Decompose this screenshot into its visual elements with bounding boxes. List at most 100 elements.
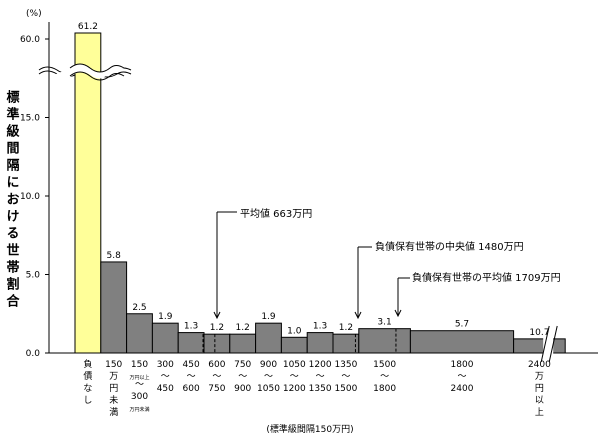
x-tick-label: 万円以上 — [129, 374, 149, 381]
x-tick-label: 1800 — [451, 360, 474, 370]
data-label: 10.7 — [529, 328, 549, 338]
bar — [409, 330, 515, 354]
data-label: 5.8 — [107, 251, 122, 261]
x-tick-label: ～ — [161, 372, 170, 382]
y-tick-label: 60.0 — [20, 35, 40, 45]
x-tick-label: 450 — [183, 360, 200, 370]
x-tick-label: ～ — [187, 372, 196, 382]
x-tick-label: 750 — [234, 360, 251, 370]
data-label: 1.2 — [236, 323, 250, 333]
y-tick-label: 10.0 — [20, 192, 40, 202]
x-tick-label: 1350 — [309, 384, 332, 394]
bar — [306, 332, 334, 354]
bar-break-gap — [51, 64, 124, 80]
data-label: 1.0 — [287, 326, 302, 336]
bar — [74, 32, 102, 354]
x-tick-label: 円 — [109, 383, 118, 394]
x-tick-label: 円 — [535, 383, 544, 394]
x-tick-label: 450 — [157, 384, 174, 394]
x-tick-label: 750 — [208, 384, 225, 394]
bar — [513, 338, 566, 354]
x-tick-label: な — [83, 383, 92, 394]
x-tick-label: 1800 — [373, 384, 396, 394]
x-tick-label: 600 — [183, 384, 200, 394]
x-tick-label: 万 — [109, 372, 118, 382]
bar — [332, 333, 360, 354]
bar-break-line — [69, 71, 125, 81]
data-label: 3.1 — [377, 318, 391, 328]
x-tick-label: 1500 — [373, 360, 396, 370]
x-tick-label: ～ — [341, 372, 350, 382]
y-tick-label: 15.0 — [20, 114, 40, 124]
bar — [100, 261, 128, 354]
bar — [358, 328, 411, 354]
x-tick-label: 以 — [535, 396, 544, 406]
bar — [126, 313, 153, 354]
annotation-median-debt: 負債保有世帯の中央値 1480万円 — [375, 240, 524, 253]
x-tick-label: 万 — [535, 372, 544, 382]
x-tick-label: 1200 — [309, 360, 332, 370]
bar-break-line — [69, 63, 125, 73]
data-label: 1.9 — [158, 312, 173, 322]
x-tick-label: 150 — [131, 360, 148, 370]
x-tick-label: 債 — [83, 370, 92, 382]
x-tick-label: 万円未満 — [129, 406, 149, 413]
bar — [203, 333, 231, 354]
data-label: 1.2 — [339, 323, 353, 333]
annotation-mean-debt: 負債保有世帯の平均値 1709万円 — [412, 271, 561, 284]
x-tick-label: 2400 — [451, 384, 474, 394]
x-tick-labels: 負債なし150万円未満150万円以上～300万円未満300～450450～600… — [83, 358, 551, 418]
x-tick-label: ～ — [380, 372, 389, 382]
x-tick-label: ～ — [238, 372, 247, 382]
data-label: 1.3 — [313, 322, 327, 332]
value-labels: 61.2 5.8 2.5 1.9 1.3 1.2 1.2 1.9 1.0 1.3 1.2 3.1 5.7… — [78, 22, 550, 338]
annotation-arrow-head — [354, 311, 362, 320]
x-tick-label: し — [83, 395, 92, 406]
x-tick-label: ～ — [290, 372, 299, 382]
bar — [280, 336, 308, 354]
annotation-mean-all: 平均値 663万円 — [240, 207, 312, 220]
y-unit-label: (%) — [26, 9, 42, 19]
x-tick-label: 300 — [157, 360, 174, 370]
x-tick-label: 900 — [260, 360, 277, 370]
annotation-arrow-head — [213, 311, 221, 320]
data-label: 5.7 — [455, 320, 469, 330]
bar — [151, 322, 179, 354]
bar — [177, 332, 205, 354]
data-label: 1.2 — [210, 323, 224, 333]
data-label: 61.2 — [78, 22, 98, 32]
x-axis-label: (標準級間隔150万円) — [266, 423, 353, 435]
x-tick-label: 2400 — [528, 360, 551, 370]
x-tick-label: 150 — [105, 360, 122, 370]
x-tick-label: 1500 — [334, 384, 357, 394]
x-tick-label: ～ — [316, 372, 325, 382]
data-label: 2.5 — [132, 303, 146, 313]
x-tick-label: ～ — [457, 372, 466, 382]
x-tick-label: 1350 — [334, 360, 357, 370]
y-axis-label: 標準級間隔における世帯割合 — [4, 89, 20, 311]
x-tick-label: 1050 — [257, 384, 280, 394]
x-tick-label: 900 — [234, 384, 251, 394]
x-tick-label: 1050 — [283, 360, 306, 370]
x-tick-label: 300 — [131, 392, 148, 402]
x-tick-label: 600 — [208, 360, 225, 370]
x-tick-label: ～ — [212, 372, 221, 382]
x-tick-label: 満 — [109, 407, 118, 418]
annotation-arrow-head — [394, 309, 402, 318]
bars — [51, 32, 566, 365]
x-tick-label: ～ — [264, 372, 273, 382]
x-tick-label: ～ — [135, 380, 144, 390]
data-label: 1.3 — [184, 322, 198, 332]
y-tick-label: 0.0 — [26, 349, 41, 359]
x-tick-label: 上 — [535, 407, 544, 418]
x-break-line — [548, 325, 558, 363]
x-tick-label: 負 — [83, 358, 92, 370]
x-tick-label: 未 — [109, 394, 118, 406]
y-tick-label: 5.0 — [26, 271, 41, 281]
x-tick-label: 1200 — [283, 384, 306, 394]
data-label: 1.9 — [261, 312, 276, 322]
bar — [255, 322, 282, 354]
bar — [229, 333, 257, 354]
